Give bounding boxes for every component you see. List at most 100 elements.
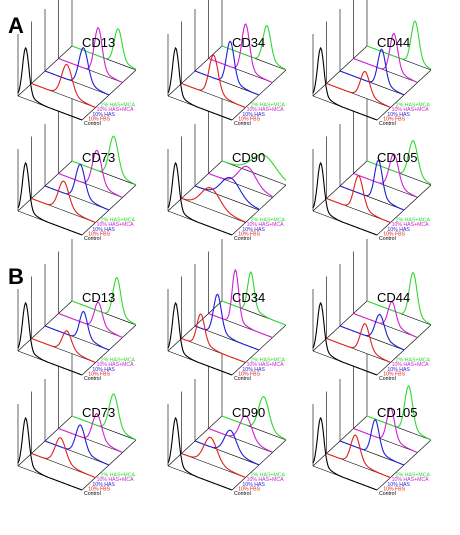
marker-title: CD34 xyxy=(232,290,265,305)
series-label-2pct-has-mca: 2% HAS+MCA xyxy=(396,218,431,224)
marker-title: CD73 xyxy=(82,405,115,420)
series-label-10pct-fbs: 10% FBS xyxy=(238,231,260,237)
series-curve-10pct-fbs xyxy=(31,63,96,108)
series-label-10pct-fbs: 10% FBS xyxy=(383,371,405,377)
series-label-10pct-has: 10% HAS xyxy=(92,482,115,488)
series-curve-control xyxy=(167,47,233,121)
series-curve-10pct-fbs xyxy=(31,437,96,479)
series-label-10pct-has: 10% HAS xyxy=(242,482,265,488)
axis-depth xyxy=(231,184,287,236)
series-curve-10pct-has-mca xyxy=(208,415,273,453)
series-curve-10pct-has xyxy=(339,159,405,211)
series-label-control: Control xyxy=(234,491,251,497)
series-label-control: Control xyxy=(234,121,251,127)
series-label-10pct-fbs: 10% FBS xyxy=(383,231,405,237)
series-label-control: Control xyxy=(379,121,396,127)
series-label-10pct-fbs: 10% FBS xyxy=(238,116,260,122)
series-curve-control xyxy=(167,162,233,236)
series-curve-10pct-has-mca xyxy=(58,27,123,83)
axis-baseline xyxy=(221,160,287,186)
marker-title: CD105 xyxy=(377,150,417,165)
series-curve-10pct-has xyxy=(194,429,260,466)
series-label-2pct-has-mca: 2% HAS+MCA xyxy=(251,473,286,479)
series-curve-10pct-fbs xyxy=(326,70,391,108)
series-curve-10pct-has-mca xyxy=(353,407,418,454)
axis-depth xyxy=(81,69,137,121)
series-curve-2pct-has-mca xyxy=(221,396,287,441)
series-label-2pct-has-mca: 2% HAS+MCA xyxy=(251,358,286,364)
series-curve-10pct-has-mca xyxy=(58,149,123,198)
series-label-2pct-has-mca: 2% HAS+MCA xyxy=(251,103,286,109)
series-curve-2pct-has-mca xyxy=(221,271,287,326)
series-curve-10pct-fbs xyxy=(31,180,96,224)
series-curve-10pct-has-mca xyxy=(353,301,418,339)
series-curve-10pct-has xyxy=(44,47,110,96)
series-curve-control xyxy=(312,417,378,491)
marker-title: CD90 xyxy=(232,405,265,420)
series-curve-2pct-has-mca xyxy=(366,385,432,441)
series-label-control: Control xyxy=(84,376,101,382)
axis-depth xyxy=(376,324,432,376)
series-label-2pct-has-mca: 2% HAS+MCA xyxy=(101,103,136,109)
series-label-10pct-has-mca: 10% HAS+MCA xyxy=(97,477,135,483)
series-label-10pct-has-mca: 10% HAS+MCA xyxy=(247,477,285,483)
marker-title: CD44 xyxy=(377,290,410,305)
series-label-2pct-has-mca: 2% HAS+MCA xyxy=(251,218,286,224)
series-label-10pct-has: 10% HAS xyxy=(92,112,115,118)
series-curve-control xyxy=(312,162,378,236)
series-curve-10pct-has-mca xyxy=(208,23,273,84)
series-label-control: Control xyxy=(379,376,396,382)
series-label-2pct-has-mca: 2% HAS+MCA xyxy=(396,358,431,364)
panel-label-b: B xyxy=(8,264,24,289)
series-curve-2pct-has-mca xyxy=(366,271,432,325)
series-curve-control xyxy=(167,302,233,376)
series-label-control: Control xyxy=(379,491,396,497)
series-curve-10pct-has xyxy=(44,163,110,211)
series-curve-10pct-fbs xyxy=(326,175,391,224)
series-label-10pct-has-mca: 10% HAS+MCA xyxy=(392,477,430,483)
series-label-2pct-has-mca: 2% HAS+MCA xyxy=(396,473,431,479)
series-label-10pct-has: 10% HAS xyxy=(242,367,265,373)
series-label-10pct-has-mca: 10% HAS+MCA xyxy=(97,362,135,368)
series-curve-10pct-has-mca xyxy=(353,153,418,198)
series-label-10pct-has: 10% HAS xyxy=(387,227,410,233)
series-label-10pct-has-mca: 10% HAS+MCA xyxy=(247,222,285,228)
marker-title: CD90 xyxy=(232,150,265,165)
series-curve-control xyxy=(312,302,378,376)
series-label-10pct-fbs: 10% FBS xyxy=(88,116,110,122)
series-label-10pct-fbs: 10% FBS xyxy=(88,371,110,377)
series-label-2pct-has-mca: 2% HAS+MCA xyxy=(101,473,136,479)
series-curve-10pct-fbs xyxy=(181,187,246,223)
axis-depth xyxy=(231,439,287,491)
series-label-control: Control xyxy=(84,491,101,497)
series-label-10pct-has: 10% HAS xyxy=(92,367,115,373)
series-curve-10pct-fbs xyxy=(31,330,96,364)
series-label-10pct-fbs: 10% FBS xyxy=(383,486,405,492)
series-label-10pct-has-mca: 10% HAS+MCA xyxy=(247,107,285,113)
marker-title: CD73 xyxy=(82,150,115,165)
axis-baseline xyxy=(194,185,260,211)
series-label-10pct-fbs: 10% FBS xyxy=(88,486,110,492)
series-curve-10pct-fbs xyxy=(181,313,246,364)
series-label-control: Control xyxy=(84,236,101,242)
series-curve-control xyxy=(17,47,83,121)
series-label-10pct-has: 10% HAS xyxy=(387,367,410,373)
panel-label-a: A xyxy=(8,13,24,38)
series-label-10pct-has: 10% HAS xyxy=(242,227,265,233)
series-label-2pct-has-mca: 2% HAS+MCA xyxy=(101,358,136,364)
series-curve-10pct-has-mca xyxy=(208,269,273,339)
series-curve-10pct-has xyxy=(194,40,260,96)
series-curve-control xyxy=(167,417,233,491)
series-label-2pct-has-mca: 2% HAS+MCA xyxy=(101,218,136,224)
series-curve-control xyxy=(312,47,378,121)
